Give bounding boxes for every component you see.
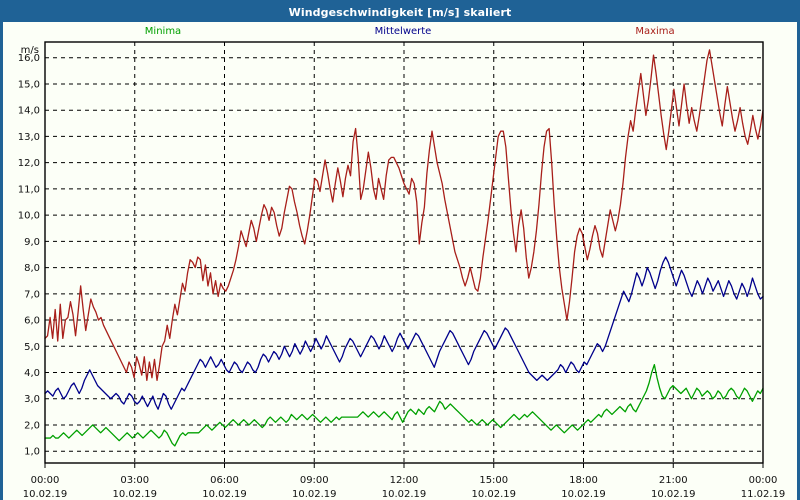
y-axis-unit-label: m/s — [21, 45, 39, 56]
y-tick-label: 14,0 — [18, 106, 40, 117]
chart-legend: Minima Mittelwerte Maxima — [145, 26, 675, 37]
plot-area-frame — [44, 41, 764, 464]
x-tick-date-label: 10.02.19 — [651, 489, 696, 500]
y-tick-label: 11,0 — [18, 184, 40, 195]
y-tick-label: 10,0 — [18, 211, 40, 222]
x-tick-time-label: 12:00 — [390, 475, 419, 486]
y-tick-label: 3,0 — [24, 394, 40, 405]
x-tick-date-label: 10.02.19 — [292, 489, 337, 500]
y-tick-label: 12,0 — [18, 158, 40, 169]
y-tick-label: 2,0 — [24, 420, 40, 431]
x-tick-time-label: 18:00 — [569, 475, 598, 486]
series-line-minima — [44, 363, 764, 447]
x-axis-tick-marks — [44, 463, 764, 468]
legend-minima: Minima — [145, 26, 181, 37]
chart-background — [3, 22, 797, 500]
x-tick-time-label: 06:00 — [210, 475, 239, 486]
y-tick-label: 15,0 — [18, 79, 40, 90]
y-tick-label: 6,0 — [24, 316, 40, 327]
x-tick-time-label: 00:00 — [31, 475, 60, 486]
x-tick-date-label: 10.02.19 — [382, 489, 427, 500]
x-tick-time-label: 03:00 — [120, 475, 149, 486]
x-tick-time-label: 09:00 — [300, 475, 329, 486]
x-tick-time-label: 00:00 — [749, 475, 778, 486]
y-tick-label: 8,0 — [24, 263, 40, 274]
window-titlebar: Windgeschwindigkeit [m/s] skaliert — [3, 3, 797, 22]
x-axis-tick-labels: 00:00 10.02.19 03:00 10.02.19 06:00 10.02.19 0… — [23, 475, 786, 500]
chart-series-group — [44, 49, 764, 447]
page-title: Windgeschwindigkeit [m/s] skaliert — [288, 6, 512, 19]
y-tick-label: 7,0 — [24, 289, 40, 300]
x-gridlines — [134, 42, 674, 463]
chart-canvas-container: Minima Mittelwerte Maxima m/s 1,0 2,0 3,0 4,0… — [3, 22, 797, 500]
x-tick-time-label: 21:00 — [659, 475, 688, 486]
y-tick-label: 5,0 — [24, 342, 40, 353]
series-line-mittelwerte — [44, 256, 764, 410]
y-tick-label: 13,0 — [18, 132, 40, 143]
x-tick-time-label: 15:00 — [479, 475, 508, 486]
x-tick-date-label: 10.02.19 — [561, 489, 606, 500]
x-tick-date-label: 10.02.19 — [471, 489, 516, 500]
x-tick-date-label: 11.02.19 — [741, 489, 786, 500]
legend-maxima: Maxima — [635, 26, 674, 37]
x-tick-date-label: 10.02.19 — [23, 489, 68, 500]
wind-speed-chart: Minima Mittelwerte Maxima m/s 1,0 2,0 3,0 4,0… — [3, 22, 797, 500]
series-line-maxima — [44, 49, 764, 382]
legend-mittelwerte: Mittelwerte — [375, 26, 432, 37]
y-tick-label: 16,0 — [18, 53, 40, 64]
y-tick-label: 1,0 — [24, 447, 40, 458]
y-axis-tick-labels: 1,0 2,0 3,0 4,0 5,0 6,0 7,0 8,0 9,0 10,0 11,0 12,0 1… — [18, 53, 40, 457]
y-tick-label: 9,0 — [24, 237, 40, 248]
x-tick-date-label: 10.02.19 — [202, 489, 247, 500]
x-tick-date-label: 10.02.19 — [112, 489, 157, 500]
y-tick-label: 4,0 — [24, 368, 40, 379]
